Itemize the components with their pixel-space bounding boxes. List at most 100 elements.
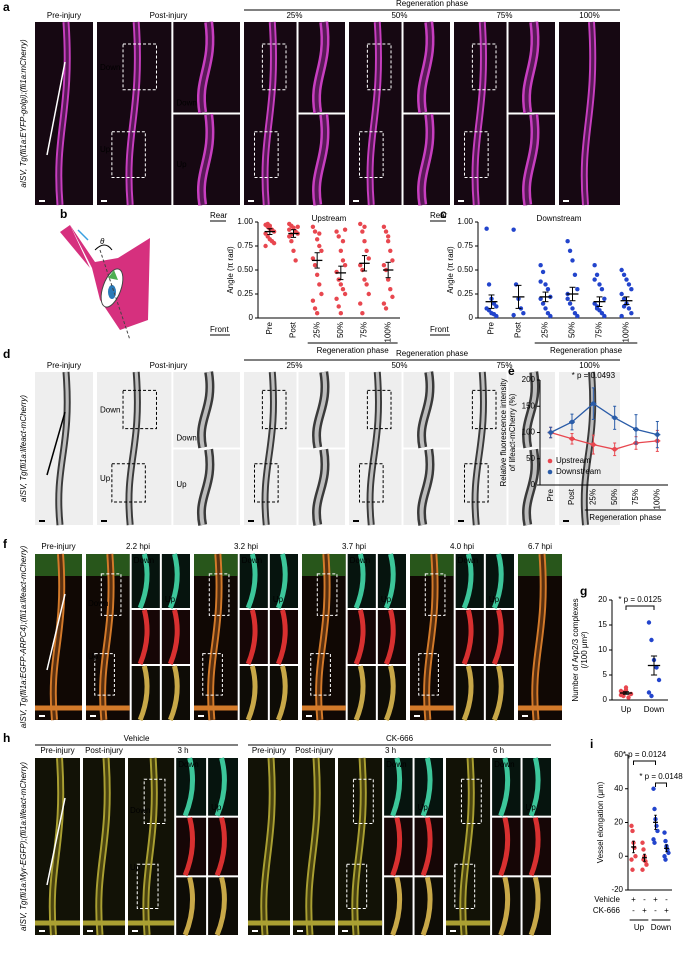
column-header: Post-injury [295, 746, 333, 755]
direction-arrow [46, 797, 66, 886]
panel-y-label: aISV, Tg(fli1a:EYFP-golgi);(fli1a:mCherr… [19, 39, 28, 188]
row-value: + [664, 906, 669, 915]
row-label: Vehicle [594, 895, 620, 904]
x-tick-label: 75% [631, 489, 640, 505]
vessel-lumen [419, 114, 432, 206]
roi-box [352, 778, 374, 824]
label-down: Down [242, 556, 262, 565]
y-tick-label: 0.25 [237, 289, 253, 298]
label-down: Down [458, 556, 478, 565]
data-point [381, 224, 387, 229]
x-tick-label: Up [621, 705, 632, 714]
zoom-vessel [498, 817, 511, 877]
column-header: 4.0 hpi [450, 542, 474, 551]
vessel-lumen [524, 114, 537, 206]
data-point [540, 301, 546, 306]
x-tick-label: Post [567, 488, 576, 505]
zoom-vessel [420, 817, 433, 877]
data-point [619, 291, 624, 297]
zoom-vessel [353, 665, 366, 721]
data-point [654, 823, 659, 829]
roi-box [454, 863, 476, 909]
label-up: Up [165, 595, 176, 604]
column-header: Pre-injury [41, 542, 75, 551]
data-point [640, 840, 645, 845]
schematic [60, 225, 150, 341]
data-point [626, 306, 632, 311]
panel-letter: h [3, 731, 10, 745]
vessel-lumen [419, 21, 432, 113]
roi-box [460, 778, 482, 824]
column-header: 50% [391, 11, 407, 20]
data-point [521, 311, 526, 316]
data-point [317, 282, 322, 287]
label-up: Up [381, 595, 392, 604]
data-point [310, 224, 316, 229]
x-group-label: Regeneration phase [589, 513, 662, 522]
data-point [360, 267, 365, 273]
label-down: Down [176, 99, 196, 108]
zoom-vessel [137, 665, 150, 721]
vessel-lumen [314, 114, 327, 206]
zoom-vessel [383, 553, 396, 609]
panel-letter: i [590, 737, 593, 751]
data-point [651, 837, 656, 842]
y-tick-label: 0 [469, 313, 474, 322]
label-down: Down [386, 760, 406, 769]
vessel-lumen [50, 757, 63, 936]
data-point [390, 294, 395, 300]
data-point [644, 862, 649, 867]
y-tick-label: 40 [614, 784, 623, 793]
roi-box [464, 463, 489, 503]
data-point [592, 301, 597, 306]
column-header: 3.2 hpi [234, 542, 258, 551]
data-point [366, 291, 371, 297]
label-down: Down [176, 434, 196, 443]
vessel-lumen [97, 757, 109, 936]
row-value: - [665, 895, 668, 904]
x-tick-label: 25% [312, 322, 321, 338]
roi-box [310, 653, 331, 696]
column-header: Pre-injury [252, 746, 286, 755]
x-tick-label: Post [289, 321, 298, 338]
annotation: * p = 0.0125 [618, 595, 662, 604]
data-point [656, 677, 662, 683]
data-point [390, 258, 395, 263]
roi-box [261, 43, 287, 91]
zoom-vessel [383, 609, 396, 665]
y-tick-label: 5 [603, 670, 608, 679]
roi-box [208, 573, 230, 616]
vessel-lumen [533, 553, 545, 721]
data-point [338, 248, 344, 253]
top-label: Rear [210, 211, 228, 220]
data-point [623, 685, 629, 690]
vessel-lumen [57, 21, 69, 206]
x-tick-label: Pre [265, 321, 274, 334]
label-down: Down [350, 556, 370, 565]
panel-y-label: aISV, Tg(fli1a:EGFP-ARPC4);(fli1a:lifeac… [19, 545, 28, 728]
vessel-lumen [524, 371, 537, 448]
data-point [340, 258, 346, 263]
data-point [621, 693, 626, 699]
column-header: 50% [391, 361, 407, 370]
schematic-label: θ [100, 237, 105, 246]
roi-box [418, 653, 439, 696]
data-point [263, 243, 268, 249]
y-axis-label: of lifeact-mCherry (%) [508, 393, 517, 471]
data-point [569, 436, 575, 442]
vessel-lumen [473, 371, 486, 526]
y-tick-label: 150 [522, 401, 536, 410]
label-down: Down [494, 760, 514, 769]
data-point [293, 258, 298, 263]
data-point [652, 840, 657, 845]
data-point [388, 287, 393, 292]
data-point [336, 234, 341, 239]
data-point [385, 277, 391, 282]
data-point [360, 229, 365, 234]
group-header: Regeneration phase [396, 0, 469, 8]
panel-letter: c [440, 207, 447, 221]
data-point [629, 857, 634, 862]
label-up: Up [130, 863, 141, 872]
data-point [592, 263, 597, 268]
roi-box [261, 389, 287, 430]
